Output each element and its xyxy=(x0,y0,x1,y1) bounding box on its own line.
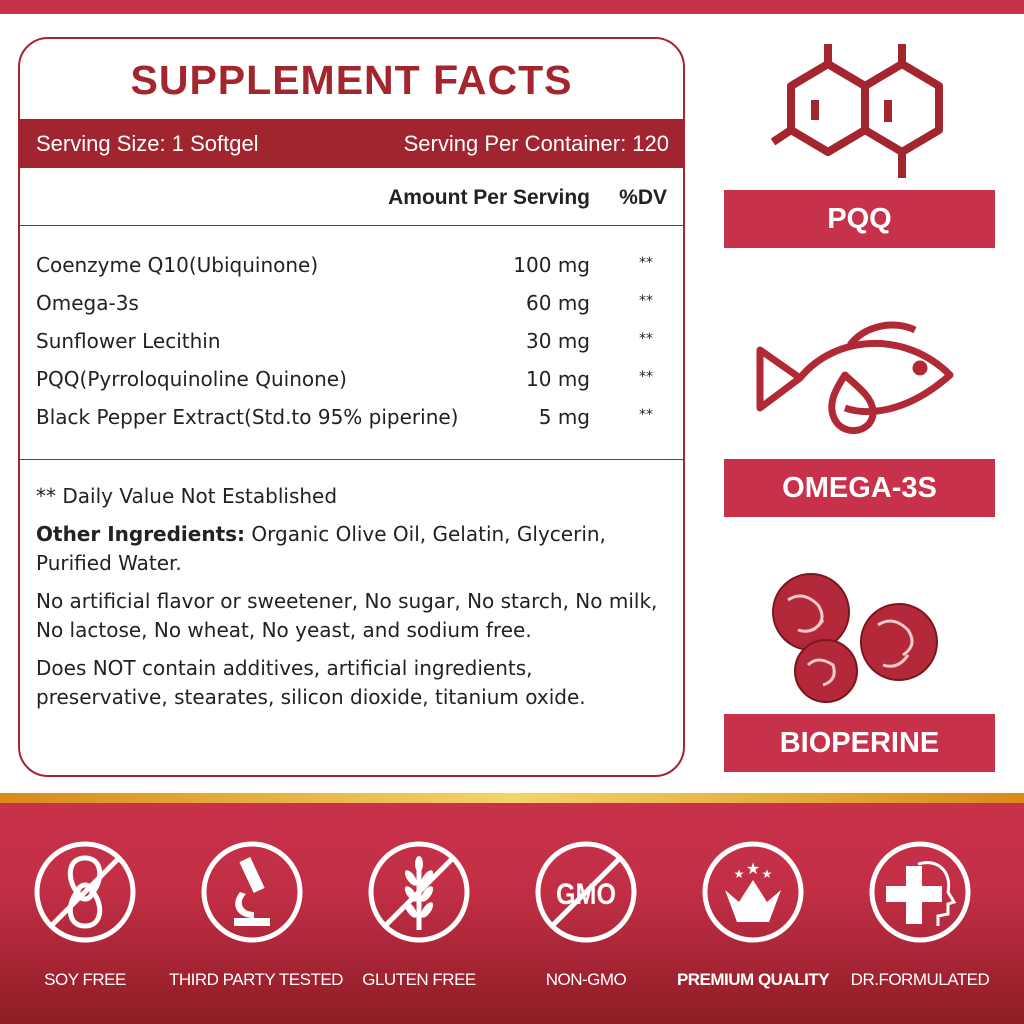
badge-strip: SOY FREE THIRD PARTY TESTED GLUTEN FREE … xyxy=(0,803,1024,1024)
top-band xyxy=(0,0,1024,14)
amount-header: Amount Per Serving xyxy=(388,186,590,209)
servings-per-container: Serving Per Container: 120 xyxy=(403,130,669,156)
badge-label: THIRD PARTY TESTED xyxy=(169,970,343,989)
badge-label: SOY FREE xyxy=(44,970,126,989)
badge-label: PREMIUM QUALITY xyxy=(676,970,830,989)
other-ingredients-label: Other Ingredients: xyxy=(36,522,246,546)
ingredient-dv: ** xyxy=(639,255,653,271)
svg-text:★: ★ xyxy=(762,867,773,881)
ingredient-row: Sunflower Lecithin 30 mg ** xyxy=(20,325,683,363)
ingredient-list: Coenzyme Q10(Ubiquinone) 100 mg ** Omega-3… xyxy=(20,249,683,439)
ingredient-amount: 5 mg xyxy=(538,405,590,429)
ingredient-dv: ** xyxy=(639,293,653,309)
feature-label-omega-3s: OMEGA-3S xyxy=(724,459,995,517)
badge-label: NON-GMO xyxy=(545,970,627,989)
feature-label-pqq: PQQ xyxy=(724,190,995,248)
soy-free-icon xyxy=(34,841,136,943)
ingredient-dv: ** xyxy=(639,369,653,385)
ingredient-amount: 100 mg xyxy=(513,253,590,277)
svg-text:★: ★ xyxy=(746,859,760,878)
badge-soy-free: SOY FREE xyxy=(2,840,168,990)
badge-premium-quality: ★ ★ ★ PREMIUM QUALITY xyxy=(670,840,836,990)
ingredient-dv: ** xyxy=(639,407,653,423)
serving-size: Serving Size: 1 Softgel xyxy=(36,130,259,156)
divider xyxy=(20,459,683,460)
microscope-icon xyxy=(201,841,303,943)
ingredient-amount: 60 mg xyxy=(526,291,590,315)
badge-dr-formulated: DR.FORMULATED xyxy=(837,840,1003,990)
molecule-icon xyxy=(770,44,943,178)
ingredient-amount: 10 mg xyxy=(526,367,590,391)
no-additives-note: Does NOT contain additives, artificial i… xyxy=(36,656,586,709)
free-from-note: No artificial flavor or sweetener, No su… xyxy=(36,589,658,642)
gold-divider xyxy=(0,793,1024,803)
badge-label: DR.FORMULATED xyxy=(850,970,990,989)
panel-title: SUPPLEMENT FACTS xyxy=(130,57,573,103)
ingredient-name: Sunflower Lecithin xyxy=(36,329,221,353)
ingredient-name: Coenzyme Q10(Ubiquinone) xyxy=(36,253,319,277)
badge-gluten-free: GLUTEN FREE xyxy=(336,840,502,990)
svg-text:★: ★ xyxy=(734,867,745,881)
svg-text:GMO: GMO xyxy=(556,878,616,911)
column-header: Amount Per Serving %DV xyxy=(20,172,683,226)
pepper-berries-icon xyxy=(772,573,938,703)
panel-footer: ** Daily Value Not Established Other Ing… xyxy=(36,482,666,721)
ingredient-dv: ** xyxy=(639,331,653,347)
ingredient-name: Black Pepper Extract(Std.to 95% piperine… xyxy=(36,405,459,429)
fish-drop-icon xyxy=(756,321,954,434)
dv-note: ** Daily Value Not Established xyxy=(36,484,338,508)
wheat-free-icon xyxy=(368,841,470,943)
crown-stars-icon: ★★ ★ xyxy=(702,841,804,943)
ingredient-name: Omega-3s xyxy=(36,291,139,315)
ingredient-row: Black Pepper Extract(Std.to 95% piperine… xyxy=(20,401,683,439)
other-ingredients: Other Ingredients: Organic Olive Oil, Ge… xyxy=(36,520,666,578)
ingredient-amount: 30 mg xyxy=(526,329,590,353)
badge-label: GLUTEN FREE xyxy=(362,970,476,989)
ingredient-row: Coenzyme Q10(Ubiquinone) 100 mg ** xyxy=(20,249,683,287)
supplement-facts-panel: SUPPLEMENT FACTS Serving Size: 1 Softgel… xyxy=(18,37,685,777)
ingredient-name: PQQ(Pyrroloquinoline Quinone) xyxy=(36,367,347,391)
other-ingredients-text: Organic Olive Oil, Gelatin, Glycerin, Pu… xyxy=(36,522,606,575)
ingredient-row: PQQ(Pyrroloquinoline Quinone) 10 mg ** xyxy=(20,363,683,401)
serving-band: Serving Size: 1 Softgel Serving Per Cont… xyxy=(20,119,683,168)
badge-non-gmo: GMO NON-GMO xyxy=(503,840,669,990)
dv-header: %DV xyxy=(619,186,667,209)
feature-label-bioperine: BIOPERINE xyxy=(724,714,995,772)
badge-third-party-tested: THIRD PARTY TESTED xyxy=(169,840,343,990)
ingredient-row: Omega-3s 60 mg ** xyxy=(20,287,683,325)
gmo-free-icon: GMO xyxy=(535,841,637,943)
doctor-cross-icon xyxy=(869,841,971,943)
